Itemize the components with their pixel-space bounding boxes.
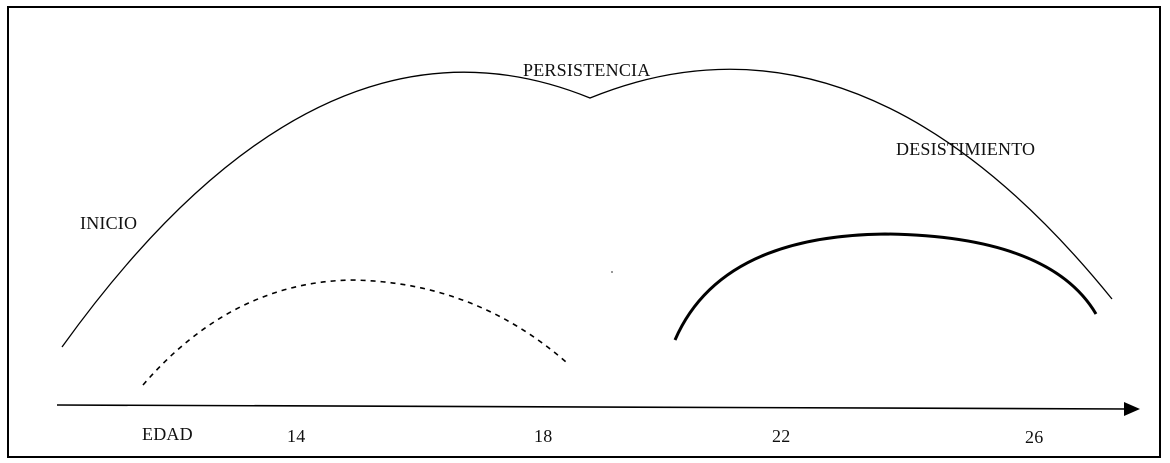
early-dashed-arc	[142, 279, 567, 386]
age-axis-line	[56, 404, 1129, 410]
late-solid-arc	[673, 232, 1098, 341]
axis-tick-label: 18	[534, 426, 553, 446]
stray-dot	[611, 271, 613, 273]
figure-frame	[7, 6, 1161, 458]
persistencia-label: PERSISTENCIA	[523, 60, 651, 80]
axis-arrowhead	[1124, 402, 1140, 416]
axis-title: EDAD	[142, 424, 193, 444]
desistimiento-label: DESISTIMIENTO	[896, 139, 1036, 159]
inicio-label: INICIO	[80, 213, 138, 233]
axis-tick-label: 14	[287, 426, 306, 446]
axis-tick-label: 22	[772, 426, 791, 446]
persistence-arc	[61, 68, 1113, 348]
axis-tick-label: 26	[1025, 427, 1044, 447]
